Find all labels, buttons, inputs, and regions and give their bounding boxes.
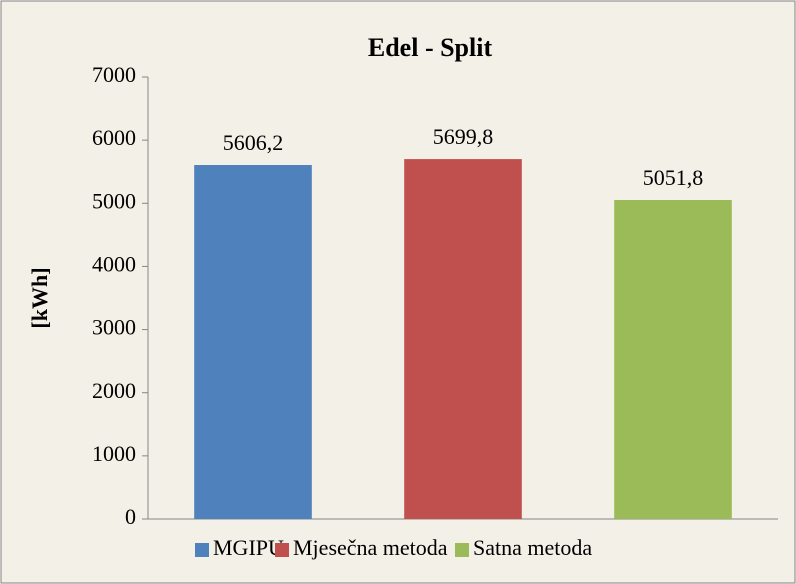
- y-tick-label: 6000: [92, 125, 136, 150]
- data-label: 5051,8: [643, 165, 704, 190]
- data-label: 5699,8: [433, 124, 494, 149]
- y-tick-label: 3000: [92, 315, 136, 340]
- y-axis-label: [kWh]: [27, 267, 52, 328]
- y-tick-label: 0: [125, 504, 136, 529]
- legend-label: MGIPU: [213, 535, 284, 560]
- legend-label: Mjesečna metoda: [293, 535, 448, 560]
- bar: [614, 200, 732, 520]
- legend-swatch: [455, 543, 469, 557]
- bar: [404, 159, 522, 520]
- y-tick-label: 1000: [92, 441, 136, 466]
- y-tick-label: 5000: [92, 188, 136, 213]
- data-label: 5606,2: [223, 130, 284, 155]
- y-tick-label: 7000: [92, 62, 136, 87]
- legend-label: Satna metoda: [473, 535, 592, 560]
- bar: [194, 165, 312, 519]
- y-tick-label: 2000: [92, 378, 136, 403]
- legend-swatch: [275, 543, 289, 557]
- chart-title: Edel - Split: [368, 33, 493, 62]
- y-tick-label: 4000: [92, 251, 136, 276]
- legend-swatch: [195, 543, 209, 557]
